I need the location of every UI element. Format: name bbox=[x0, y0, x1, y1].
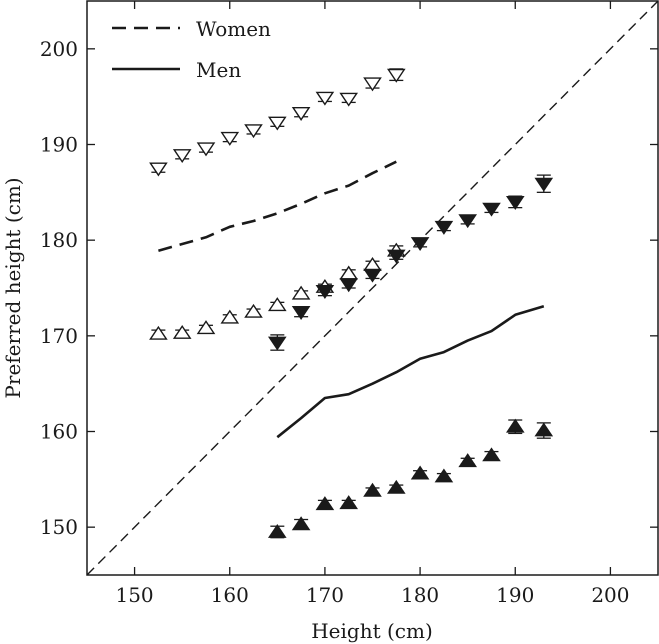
series-2-marker bbox=[315, 285, 335, 299]
series-3-marker bbox=[291, 516, 311, 531]
series-1-marker bbox=[339, 265, 359, 280]
series-1-marker bbox=[267, 297, 287, 312]
series-2-marker bbox=[291, 306, 311, 320]
series-0-marker bbox=[315, 91, 335, 106]
reference-layer bbox=[86, 0, 659, 576]
series-0-marker bbox=[220, 131, 240, 146]
series-0-marker bbox=[244, 124, 263, 139]
ticks-layer: 150 160 170 180 190 200 150 160 170 180 190 200 bbox=[40, 1, 658, 607]
y-tick-label: 200 bbox=[40, 37, 78, 61]
legend-men-label: Men bbox=[196, 58, 241, 82]
series-2-marker bbox=[434, 220, 454, 235]
series-2-marker bbox=[386, 249, 406, 264]
men-mean-line bbox=[276, 304, 545, 439]
series-3-marker bbox=[505, 418, 525, 433]
series-3-marker bbox=[410, 465, 430, 480]
series-1-marker bbox=[244, 303, 263, 318]
series-3-marker bbox=[386, 479, 406, 494]
markers-layer bbox=[149, 68, 554, 539]
x-axis-label: Height (cm) bbox=[311, 619, 433, 643]
series-0-marker bbox=[339, 92, 359, 107]
series-1-marker bbox=[363, 256, 382, 271]
y-tick-label: 180 bbox=[40, 228, 78, 252]
series-3-marker bbox=[434, 468, 454, 483]
series-3-marker bbox=[482, 447, 501, 462]
x-tick-label: 160 bbox=[211, 583, 249, 607]
series-0-marker bbox=[363, 77, 382, 92]
plot-frame bbox=[86, 0, 659, 576]
y-tick-label: 160 bbox=[40, 420, 78, 444]
series-2-marker bbox=[363, 268, 382, 283]
series-3-marker bbox=[267, 523, 287, 538]
x-tick-label: 150 bbox=[115, 583, 153, 607]
series-2-marker bbox=[505, 195, 525, 210]
y-tick-label: 150 bbox=[40, 515, 78, 539]
series-1-marker bbox=[149, 325, 168, 340]
series-2-marker bbox=[458, 214, 478, 229]
series-0-marker bbox=[291, 106, 311, 121]
legend-women-label: Women bbox=[196, 17, 271, 41]
women-mean-line bbox=[158, 160, 397, 252]
series-3-marker bbox=[339, 495, 359, 510]
x-tick-label: 170 bbox=[306, 583, 344, 607]
series-1-marker bbox=[220, 309, 240, 324]
series-0-marker bbox=[172, 149, 192, 164]
x-tick-label: 200 bbox=[591, 583, 629, 607]
series-2-marker bbox=[410, 237, 430, 252]
series-2-marker bbox=[339, 278, 359, 293]
x-tick-label: 190 bbox=[496, 583, 534, 607]
y-axis-label: Preferred height (cm) bbox=[1, 177, 25, 398]
series-1-marker bbox=[196, 320, 216, 335]
series-1-marker bbox=[172, 324, 192, 339]
y-tick-label: 170 bbox=[40, 324, 78, 348]
series-0-marker bbox=[386, 68, 406, 83]
series-0-marker bbox=[149, 162, 168, 177]
lines-layer bbox=[158, 160, 545, 439]
x-tick-label: 180 bbox=[401, 583, 439, 607]
series-2-marker bbox=[267, 336, 287, 351]
series-2-marker bbox=[482, 202, 501, 217]
series-0-marker bbox=[267, 116, 287, 131]
series-1-marker bbox=[291, 285, 311, 300]
series-3-marker bbox=[315, 496, 335, 511]
series-2-marker bbox=[534, 177, 554, 192]
y-tick-label: 190 bbox=[40, 133, 78, 157]
series-3-marker bbox=[534, 422, 554, 437]
series-3-marker bbox=[363, 482, 382, 497]
legend: Women Men bbox=[112, 17, 271, 82]
identity-reference-line bbox=[86, 0, 659, 576]
series-0-marker bbox=[196, 142, 216, 157]
series-3-marker bbox=[458, 453, 478, 468]
